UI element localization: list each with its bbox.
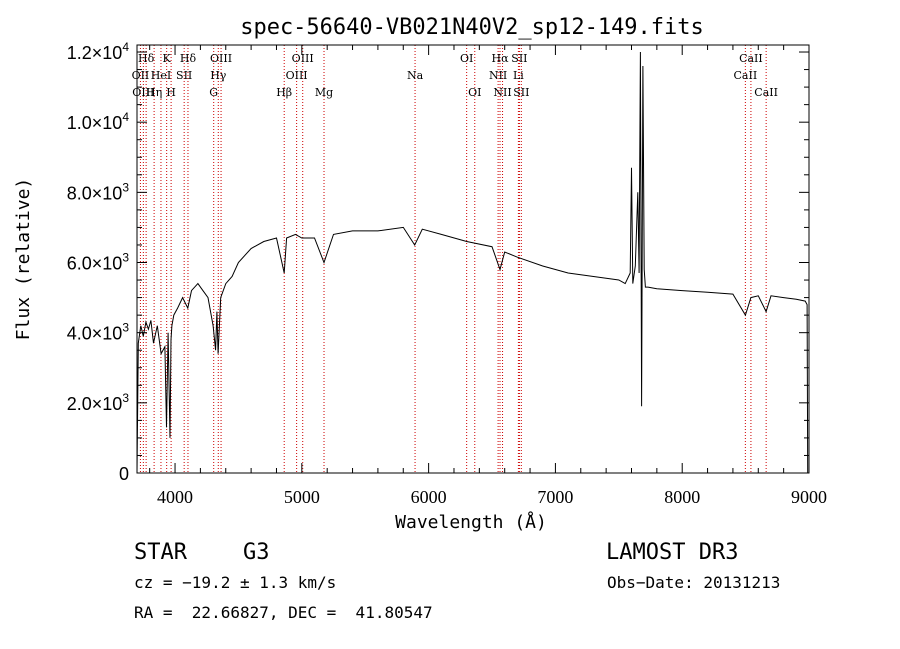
x-tick-label: 5000 bbox=[284, 487, 320, 507]
line-label: Hα bbox=[491, 52, 509, 65]
x-axis: 4000 5000 6000 7000 8000 9000 bbox=[149, 45, 827, 507]
line-label: OI bbox=[468, 86, 481, 99]
line-label: OIII bbox=[292, 52, 314, 65]
y-axis: 0 2.0×103 4.0×103 6.0×103 8.0×103 1.0×104 1.2×… bbox=[67, 40, 809, 484]
plot-frame bbox=[136, 44, 810, 474]
chart-title: spec-56640-VB021N40V2_sp12-149.fits bbox=[240, 15, 704, 40]
line-label: SII bbox=[176, 69, 192, 82]
y-tick-label: 6.0×103 bbox=[67, 251, 130, 274]
y-tick-label: 1.2×104 bbox=[67, 40, 130, 63]
y-tick-label: 2.0×103 bbox=[67, 391, 130, 414]
line-label: Hγ bbox=[210, 69, 227, 82]
line-label: Hη bbox=[146, 86, 162, 99]
line-label: SII bbox=[513, 86, 529, 99]
line-label: CaII bbox=[739, 52, 763, 65]
line-label: NII bbox=[489, 69, 507, 82]
coordinates: RA = 22.66827, DEC = 41.80547 bbox=[134, 603, 433, 622]
y-tick-label: 4.0×103 bbox=[67, 321, 130, 344]
x-axis-label: Wavelength (Å) bbox=[395, 511, 547, 533]
line-label: Hδ bbox=[138, 52, 155, 65]
line-markers bbox=[139, 45, 767, 473]
line-label: H bbox=[166, 86, 176, 99]
line-label: NII bbox=[493, 86, 511, 99]
line-label: Li bbox=[513, 69, 524, 82]
line-label: OII bbox=[132, 69, 150, 82]
y-tick-label: 1.0×104 bbox=[67, 110, 130, 133]
object-class: STAR bbox=[134, 540, 187, 565]
line-label: SII bbox=[511, 52, 527, 65]
line-label: Hβ bbox=[276, 86, 292, 99]
x-tick-label: 9000 bbox=[791, 487, 827, 507]
line-label: OI bbox=[460, 52, 473, 65]
y-tick-label: 0 bbox=[119, 464, 129, 484]
object-subclass: G3 bbox=[243, 540, 270, 565]
line-label: K bbox=[163, 52, 172, 65]
survey-name: LAMOST DR3 bbox=[606, 540, 739, 565]
y-axis-label: Flux (relative) bbox=[13, 178, 34, 341]
line-label: Hδ bbox=[180, 52, 197, 65]
spectrum-line bbox=[136, 51, 809, 474]
line-label: OIII bbox=[132, 86, 154, 99]
line-label: CaII bbox=[734, 69, 758, 82]
x-tick-label: 7000 bbox=[537, 487, 573, 507]
line-label: Mg bbox=[315, 86, 333, 99]
redshift-info: cz = −19.2 ± 1.3 km/s bbox=[134, 573, 337, 592]
line-label: OIII bbox=[210, 52, 232, 65]
x-tick-label: 8000 bbox=[664, 487, 700, 507]
line-label: CaII bbox=[754, 86, 778, 99]
line-label: Na bbox=[407, 69, 424, 82]
line-label: G bbox=[209, 86, 218, 99]
obs-date: Obs−Date: 20131213 bbox=[607, 573, 781, 592]
line-label: HeI bbox=[151, 69, 171, 82]
y-tick-label: 8.0×103 bbox=[67, 180, 130, 203]
x-tick-label: 4000 bbox=[157, 487, 193, 507]
line-label: OIII bbox=[286, 69, 308, 82]
x-tick-label: 6000 bbox=[411, 487, 447, 507]
